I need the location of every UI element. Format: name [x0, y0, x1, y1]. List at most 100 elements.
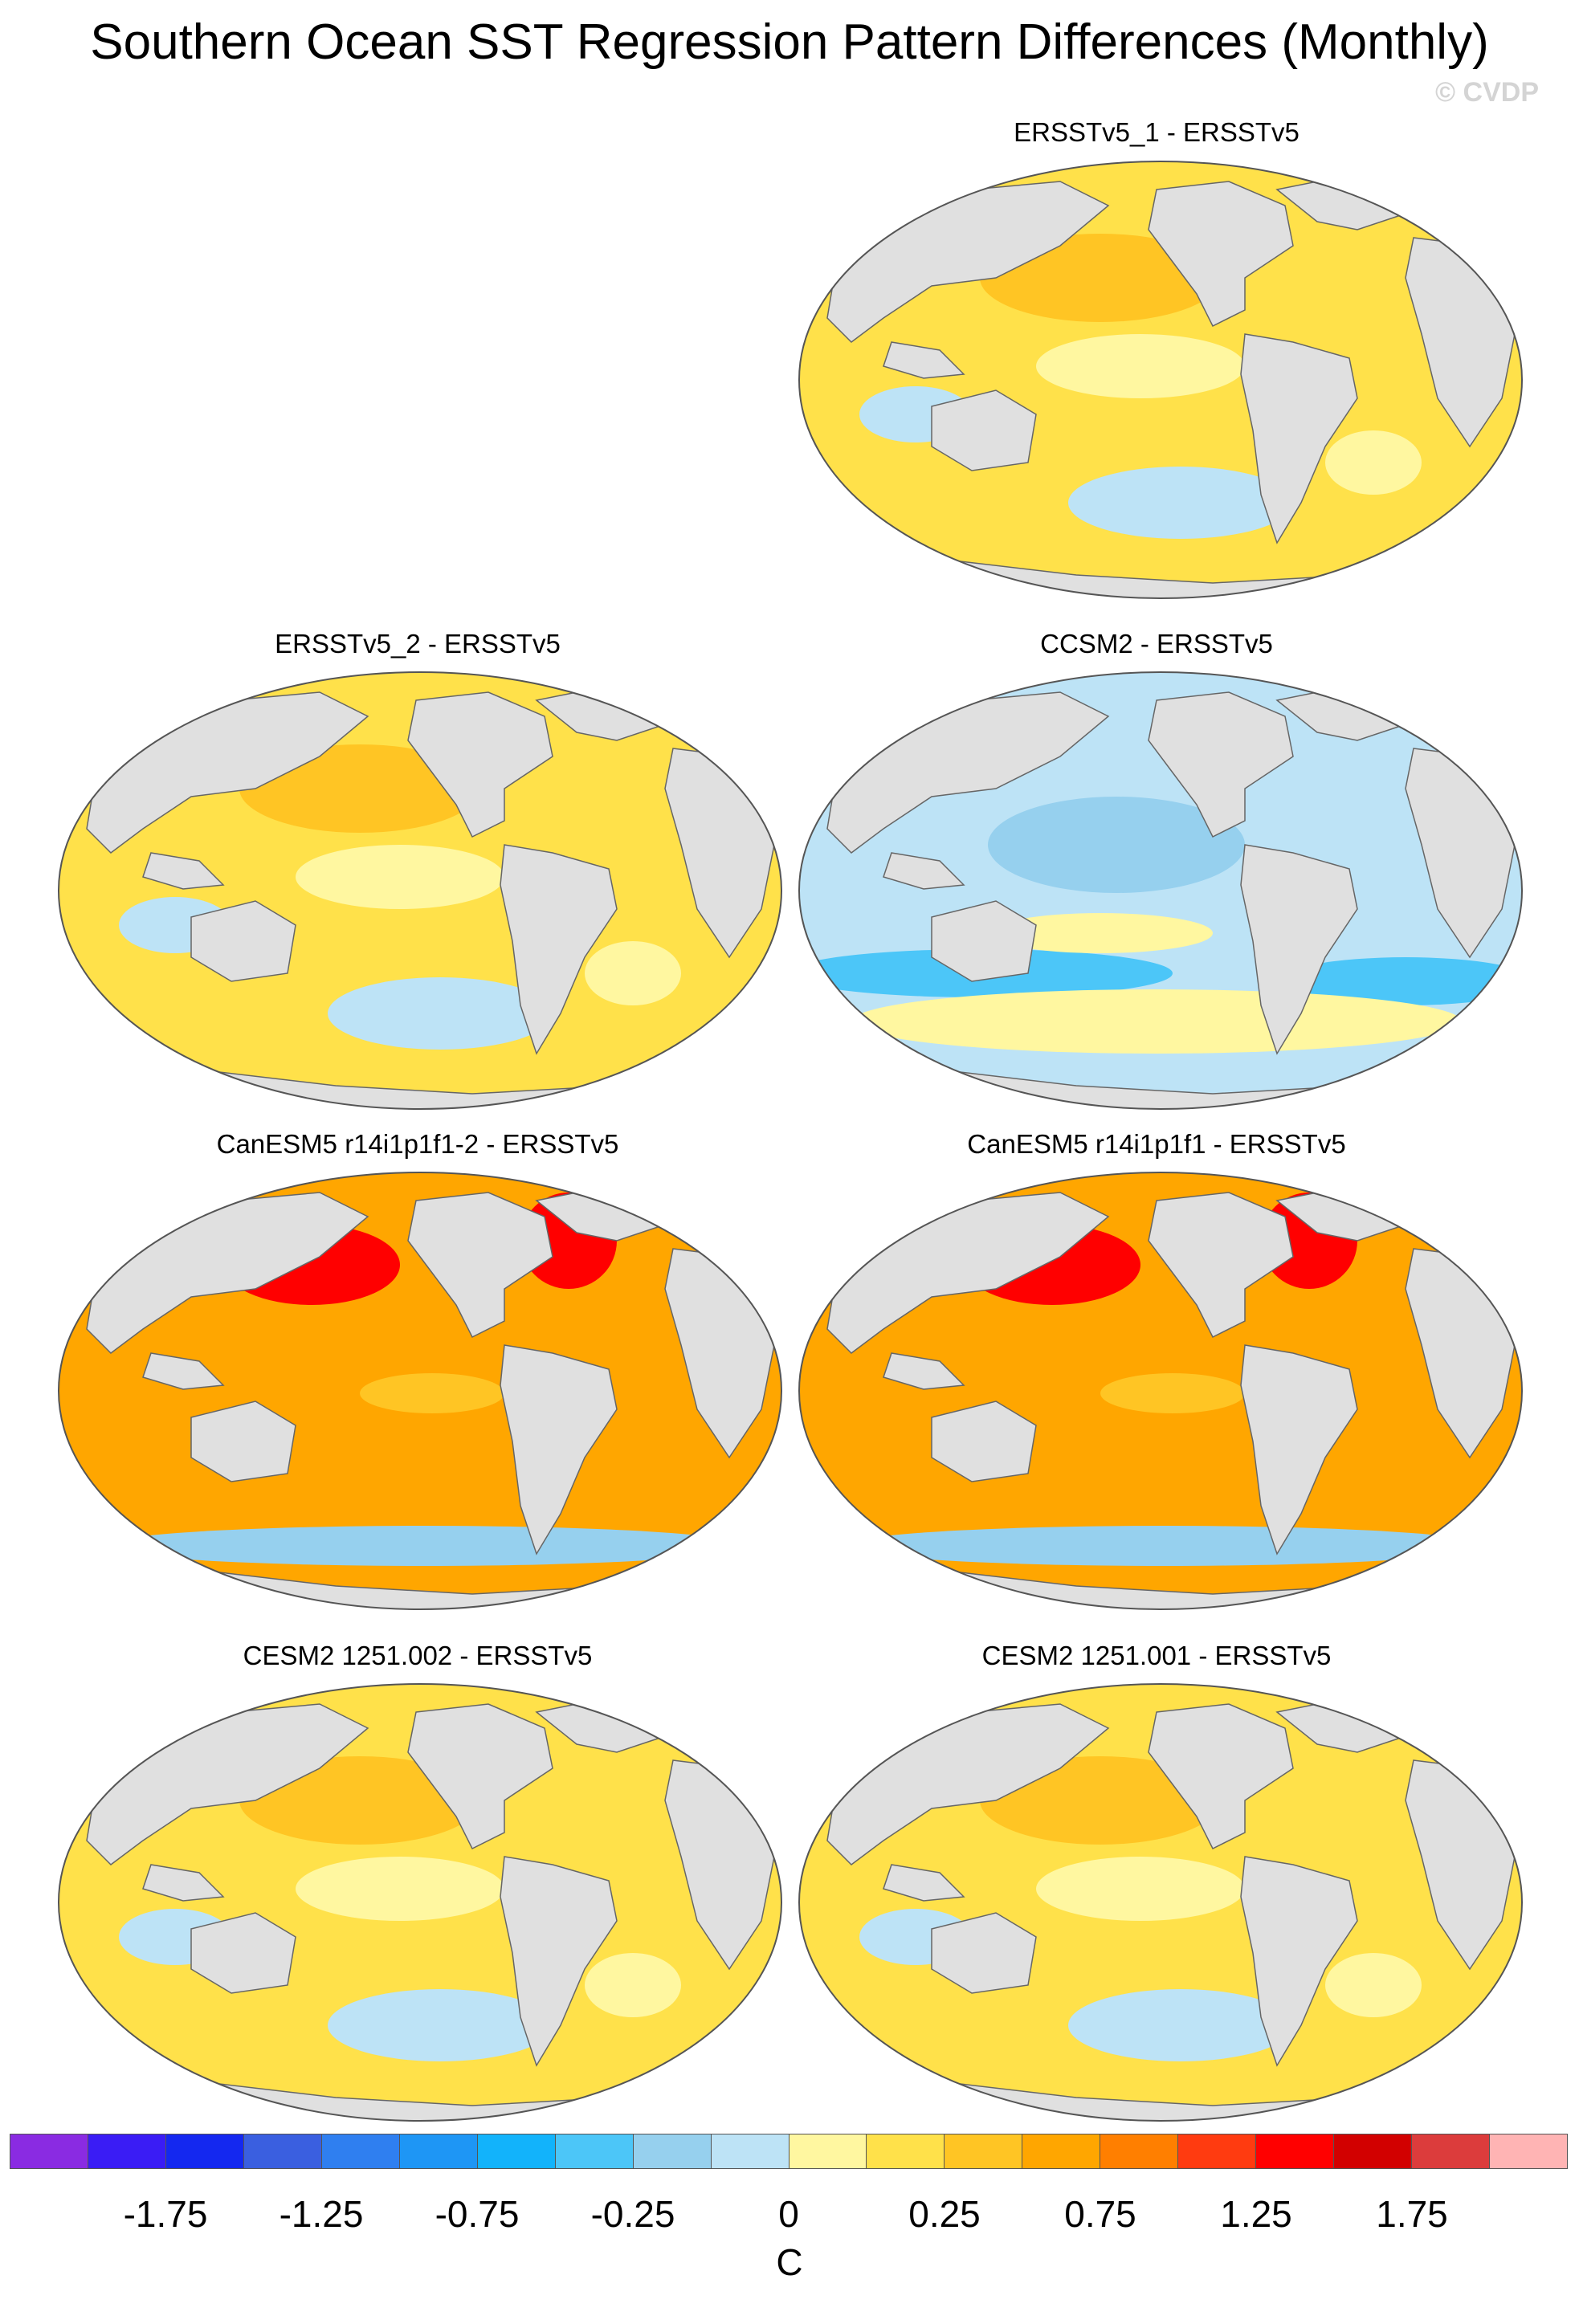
colorbar-tick-label: 1.75 — [1376, 2193, 1448, 2235]
map-panel-1 — [798, 161, 1523, 599]
land-australia — [190, 900, 296, 982]
anomaly-region — [103, 1526, 745, 1566]
colorbar-tick-label: -0.25 — [590, 2193, 675, 2235]
anomaly-region — [1068, 1989, 1293, 2061]
colorbar — [10, 2134, 1568, 2169]
map-panel-3 — [798, 671, 1523, 1110]
colorbar-swatch — [1100, 2134, 1179, 2168]
land-southAmerica — [1240, 1344, 1358, 1555]
map-outline — [58, 1683, 782, 2122]
anomaly-region — [296, 1857, 504, 1921]
colorbar-swatch — [1490, 2134, 1568, 2168]
map-panel-5 — [798, 1172, 1523, 1610]
panel-title-4: CanESM5 r14i1p1f1-2 - ERSSTv5 — [216, 1129, 619, 1159]
figure-title: Southern Ocean SST Regression Pattern Di… — [90, 14, 1489, 70]
map-outline — [798, 161, 1523, 599]
anomaly-region — [1068, 467, 1293, 539]
map-outline — [798, 1683, 1523, 2122]
land-southAmerica — [500, 1344, 618, 1555]
land-australia — [931, 1912, 1037, 1994]
colorbar-swatch — [633, 2134, 712, 2168]
land-southAmerica — [500, 1856, 618, 2067]
map-outline — [58, 1172, 782, 1610]
colorbar-swatch — [711, 2134, 790, 2168]
land-australia — [931, 900, 1037, 982]
land-indonesia — [883, 1352, 965, 1390]
land-indonesia — [142, 852, 225, 890]
anomaly-region — [1036, 1857, 1245, 1921]
map-panel-7 — [798, 1683, 1523, 2122]
colorbar-swatch — [1412, 2134, 1491, 2168]
land-indonesia — [883, 852, 965, 890]
colorbar-swatch — [243, 2134, 322, 2168]
colorbar-tick-label: 1.25 — [1220, 2193, 1292, 2235]
anomaly-region — [585, 1953, 681, 2017]
panel-title-2: ERSSTv5_2 - ERSSTv5 — [275, 629, 561, 658]
colorbar-swatch — [1256, 2134, 1335, 2168]
map-outline — [58, 671, 782, 1110]
anomaly-region — [1036, 334, 1245, 398]
panel-title-1: ERSSTv5_1 - ERSSTv5 — [1014, 117, 1300, 147]
colorbar-unit-label: C — [776, 2241, 803, 2283]
panel-title-7: CESM2 1251.001 - ERSSTv5 — [981, 1641, 1332, 1670]
map-panel-2 — [58, 671, 782, 1110]
panel-title-5: CanESM5 r14i1p1f1 - ERSSTv5 — [967, 1129, 1346, 1159]
map-panel-4 — [58, 1172, 782, 1610]
colorbar-swatch — [1334, 2134, 1413, 2168]
anomaly-region — [585, 941, 681, 1005]
colorbar-swatch — [477, 2134, 556, 2168]
anomaly-region — [328, 977, 553, 1050]
land-australia — [190, 1401, 296, 1482]
map-panel-6 — [58, 1683, 782, 2122]
land-indonesia — [883, 341, 965, 379]
land-northAmerica — [407, 1703, 553, 1850]
land-northAmerica — [407, 1192, 553, 1339]
colorbar-swatch — [399, 2134, 478, 2168]
anomaly-region — [843, 1526, 1486, 1566]
map-outline — [798, 1172, 1523, 1610]
land-indonesia — [142, 1352, 225, 1390]
land-southAmerica — [500, 844, 618, 1055]
colorbar-swatch — [555, 2134, 634, 2168]
anomaly-region — [1277, 957, 1522, 1005]
land-northAmerica — [1148, 1703, 1294, 1850]
anomaly-region — [851, 989, 1462, 1054]
anomaly-region — [360, 1373, 504, 1413]
land-indonesia — [883, 1864, 965, 1902]
colorbar-swatch — [165, 2134, 244, 2168]
colorbar-tick-label: 0 — [778, 2193, 799, 2235]
colorbar-swatch — [945, 2134, 1023, 2168]
anomaly-region — [1325, 430, 1422, 495]
colorbar-swatch — [10, 2134, 88, 2168]
anomaly-region — [988, 797, 1245, 893]
map-outline — [798, 671, 1523, 1110]
colorbar-swatch — [1022, 2134, 1101, 2168]
colorbar-tick-label: 0.75 — [1064, 2193, 1136, 2235]
anomaly-region — [1100, 1373, 1245, 1413]
land-australia — [931, 389, 1037, 471]
panel-title-3: CCSM2 - ERSSTv5 — [1040, 629, 1273, 658]
colorbar-swatch — [321, 2134, 400, 2168]
land-northAmerica — [1148, 181, 1294, 328]
anomaly-region — [1325, 1953, 1422, 2017]
land-northAmerica — [407, 691, 553, 838]
colorbar-swatch — [1178, 2134, 1257, 2168]
anomaly-region — [988, 913, 1213, 953]
colorbar-tick-label: -1.25 — [279, 2193, 364, 2235]
land-southAmerica — [1240, 1856, 1358, 2067]
colorbar-swatch — [88, 2134, 166, 2168]
land-northAmerica — [1148, 691, 1294, 838]
colorbar-tick-label: -1.75 — [123, 2193, 208, 2235]
copyright-watermark: © CVDP — [1435, 77, 1539, 108]
anomaly-region — [296, 845, 504, 909]
colorbar-tick-label: 0.25 — [908, 2193, 981, 2235]
panel-title-6: CESM2 1251.002 - ERSSTv5 — [243, 1641, 593, 1670]
colorbar-tick-label: -0.75 — [435, 2193, 520, 2235]
land-southAmerica — [1240, 333, 1358, 544]
land-australia — [931, 1401, 1037, 1482]
land-indonesia — [142, 1864, 225, 1902]
colorbar-swatch — [789, 2134, 867, 2168]
land-australia — [190, 1912, 296, 1994]
land-northAmerica — [1148, 1192, 1294, 1339]
anomaly-region — [328, 1989, 553, 2061]
